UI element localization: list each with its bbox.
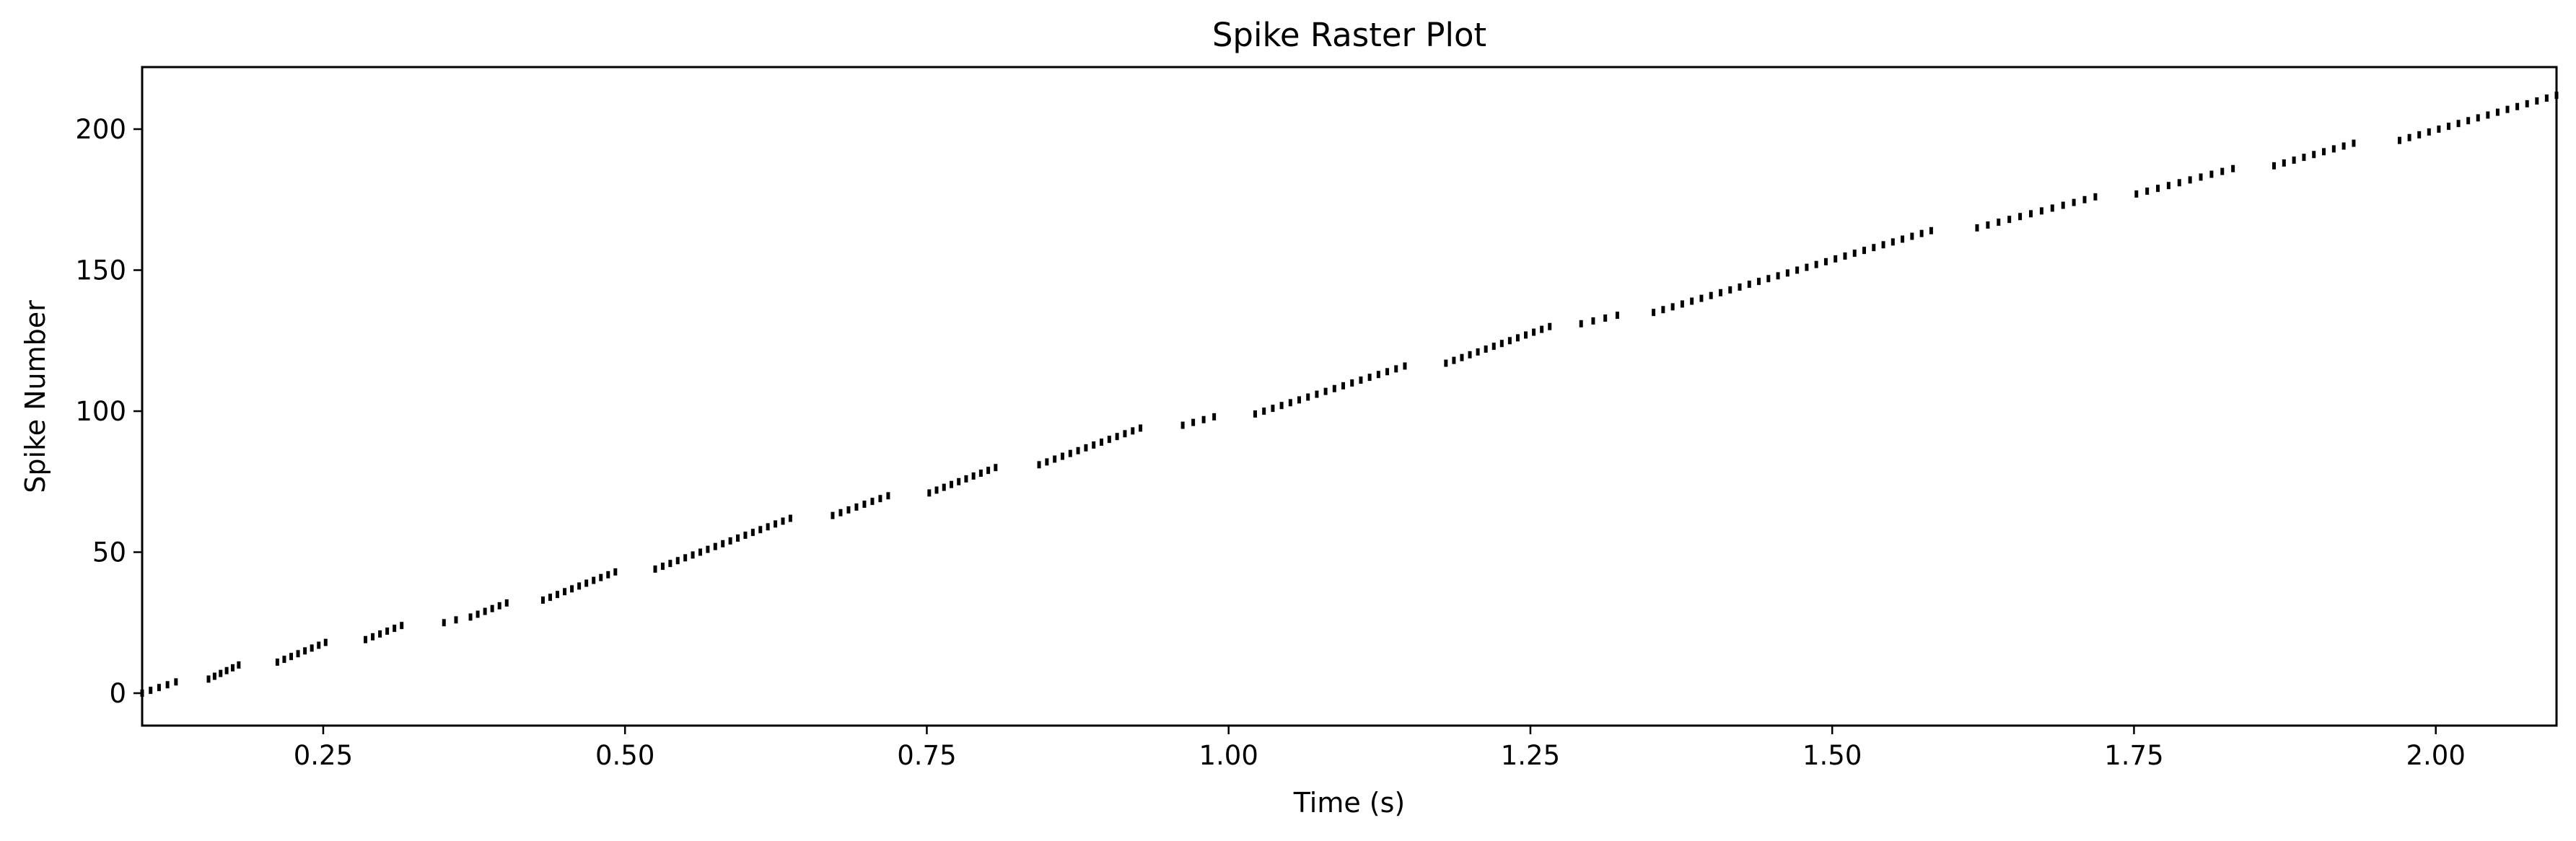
x-tick-label: 2.00 bbox=[2406, 740, 2466, 771]
y-tick-label: 50 bbox=[92, 537, 126, 568]
y-tick-label: 100 bbox=[75, 396, 126, 427]
y-tick-label: 200 bbox=[75, 114, 126, 145]
x-tick-label: 0.75 bbox=[897, 740, 956, 771]
x-axis-label: Time (s) bbox=[1293, 787, 1406, 819]
x-tick-label: 1.00 bbox=[1199, 740, 1258, 771]
x-tick-label: 1.50 bbox=[1802, 740, 1862, 771]
x-tick-label: 0.25 bbox=[294, 740, 353, 771]
spike-series bbox=[140, 92, 2559, 697]
plot-area-frame bbox=[141, 66, 2558, 727]
y-axis-ticks: 0 50 100 150 200 bbox=[75, 114, 142, 709]
chart-title: Spike Raster Plot bbox=[1212, 16, 1486, 54]
x-tick-label: 1.75 bbox=[2104, 740, 2163, 771]
x-tick-label: 0.50 bbox=[595, 740, 654, 771]
x-axis-ticks: 0.25 0.50 0.75 1.00 1.25 1.50 1.75 2.00 bbox=[294, 726, 2466, 771]
x-tick-label: 1.25 bbox=[1501, 740, 1560, 771]
y-tick-label: 0 bbox=[109, 678, 126, 709]
y-tick-label: 150 bbox=[75, 255, 126, 286]
y-axis-label: Spike Number bbox=[19, 300, 51, 493]
